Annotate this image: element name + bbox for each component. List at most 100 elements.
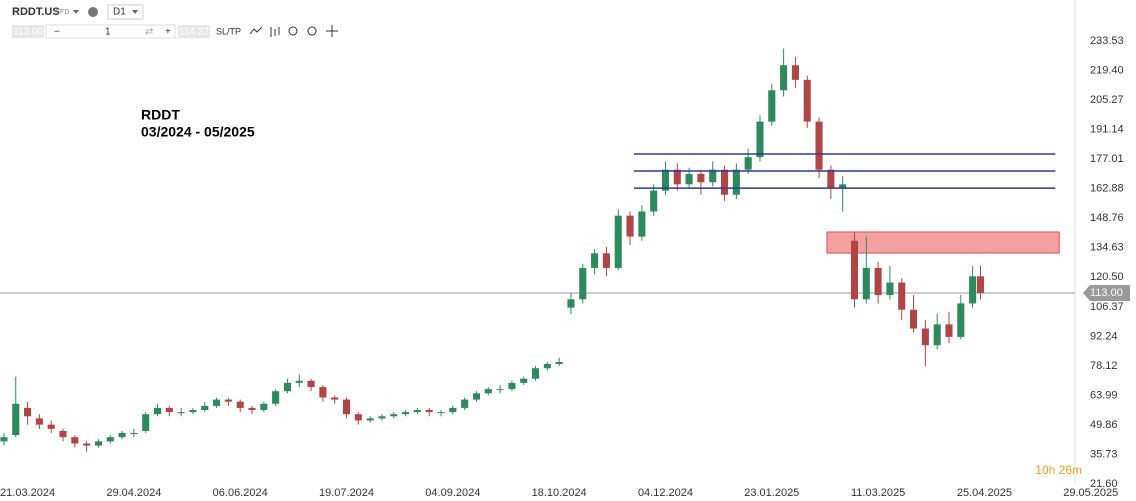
candle-body bbox=[638, 211, 646, 237]
candle-body bbox=[94, 441, 102, 446]
candle-body bbox=[24, 407, 32, 417]
timer: 10h 26m bbox=[1035, 463, 1082, 477]
candle-body bbox=[461, 399, 469, 408]
dropdown-arrow[interactable] bbox=[73, 10, 79, 14]
y-tick-label: 219.40 bbox=[1090, 65, 1124, 77]
candle-body bbox=[626, 215, 634, 237]
y-tick-label: 63.99 bbox=[1090, 389, 1118, 401]
y-tick-label: 120.50 bbox=[1090, 271, 1124, 283]
y-tick-label: 106.37 bbox=[1090, 301, 1124, 313]
candle-body bbox=[59, 430, 67, 438]
current-price-label: 113.00 bbox=[1090, 287, 1123, 299]
y-tick-label: 35.73 bbox=[1090, 448, 1118, 460]
candle-body bbox=[579, 267, 587, 300]
minus[interactable]: − bbox=[54, 27, 60, 38]
x-tick-label: 19.07.2024 bbox=[319, 487, 374, 499]
candle-body bbox=[531, 368, 540, 379]
swap-icon[interactable]: ⇄ bbox=[145, 27, 153, 38]
candle-body bbox=[47, 424, 55, 429]
candle-body bbox=[165, 407, 173, 413]
interval-select[interactable] bbox=[107, 4, 144, 20]
x-tick-label: 18.10.2024 bbox=[532, 487, 587, 499]
price-zone bbox=[826, 231, 1060, 254]
zoom-out[interactable] bbox=[288, 26, 298, 36]
candle-body bbox=[614, 215, 622, 268]
info-icon[interactable] bbox=[88, 7, 98, 17]
candle-body bbox=[260, 403, 268, 411]
candle-body bbox=[720, 169, 729, 195]
candle-body bbox=[815, 121, 823, 170]
toolbar: RDDT.US CFD D1 113.00 − 1 ⇄ + 114.22 SL/… bbox=[12, 4, 338, 39]
candle-body bbox=[591, 253, 599, 268]
buy-button[interactable] bbox=[178, 25, 210, 38]
candle-body bbox=[307, 380, 315, 388]
candle-body bbox=[295, 380, 303, 383]
candle-body bbox=[153, 407, 162, 415]
x-tick-label: 06.06.2024 bbox=[213, 487, 268, 499]
plus[interactable]: + bbox=[165, 27, 171, 38]
x-tick-label: 04.09.2024 bbox=[425, 487, 480, 499]
chart-title: RDDT bbox=[141, 107, 180, 123]
candle-body bbox=[839, 184, 847, 189]
candle-body bbox=[283, 382, 291, 392]
instrument-kind: CFD bbox=[55, 9, 69, 16]
candle-body bbox=[425, 410, 433, 413]
candle-body bbox=[83, 443, 91, 446]
bid: 113.00 bbox=[13, 27, 43, 38]
candle-body bbox=[543, 364, 551, 369]
candle-body bbox=[354, 414, 362, 421]
candle-body bbox=[35, 418, 43, 425]
y-tick-label: 233.53 bbox=[1090, 35, 1124, 47]
candle-body bbox=[402, 412, 410, 415]
candle-body bbox=[189, 410, 197, 413]
candle-body bbox=[685, 173, 693, 185]
x-tick-label: 04.12.2024 bbox=[638, 487, 693, 499]
x-tick-label: 25.04.2025 bbox=[957, 487, 1012, 499]
y-tick-label: 21.60 bbox=[1090, 478, 1118, 490]
volume-input[interactable] bbox=[45, 24, 176, 39]
candle-body bbox=[933, 324, 941, 346]
candle-body bbox=[508, 382, 516, 390]
y-tick-label: 78.12 bbox=[1090, 360, 1118, 372]
zoom-in[interactable] bbox=[307, 26, 317, 36]
sltp[interactable]: SL/TP bbox=[216, 26, 241, 36]
sell-button[interactable] bbox=[12, 25, 44, 38]
candle-body bbox=[945, 324, 953, 337]
candle-body bbox=[874, 267, 882, 296]
candle-body bbox=[319, 387, 327, 398]
candle-body bbox=[780, 65, 788, 91]
candle-tool[interactable] bbox=[270, 27, 280, 37]
candle-body bbox=[862, 267, 870, 300]
crosshair[interactable] bbox=[326, 25, 338, 37]
candle-body bbox=[898, 282, 906, 310]
candle-body bbox=[650, 190, 658, 212]
candle-body bbox=[496, 389, 504, 391]
x-tick-label: 21.03.2024 bbox=[0, 487, 55, 499]
candle-body bbox=[213, 399, 221, 406]
candle-body bbox=[567, 299, 575, 308]
candle-body bbox=[921, 328, 929, 346]
candle-body bbox=[437, 412, 445, 414]
line-tool[interactable] bbox=[249, 26, 263, 35]
candle-body bbox=[484, 389, 492, 394]
candle-body bbox=[342, 399, 351, 415]
candle-body bbox=[661, 169, 670, 191]
candle-body bbox=[756, 121, 764, 158]
candle-body bbox=[803, 79, 811, 122]
x-tick-label: 11.03.2025 bbox=[851, 487, 905, 499]
candle-body bbox=[201, 405, 209, 411]
candle-body bbox=[0, 437, 8, 442]
symbol[interactable]: RDDT.US bbox=[12, 6, 60, 18]
candle-body bbox=[378, 416, 386, 419]
interval: D1 bbox=[113, 7, 126, 18]
candle-body bbox=[697, 173, 705, 183]
y-tick-label: 49.86 bbox=[1090, 419, 1118, 431]
candle-body bbox=[413, 410, 421, 413]
candle-body bbox=[177, 412, 185, 414]
candle-body bbox=[744, 157, 752, 170]
y-tick-label: 162.88 bbox=[1090, 183, 1124, 195]
x-tick-label: 29.04.2024 bbox=[106, 487, 161, 499]
candle-body bbox=[224, 399, 232, 402]
dropdown-arrow bbox=[132, 10, 138, 14]
